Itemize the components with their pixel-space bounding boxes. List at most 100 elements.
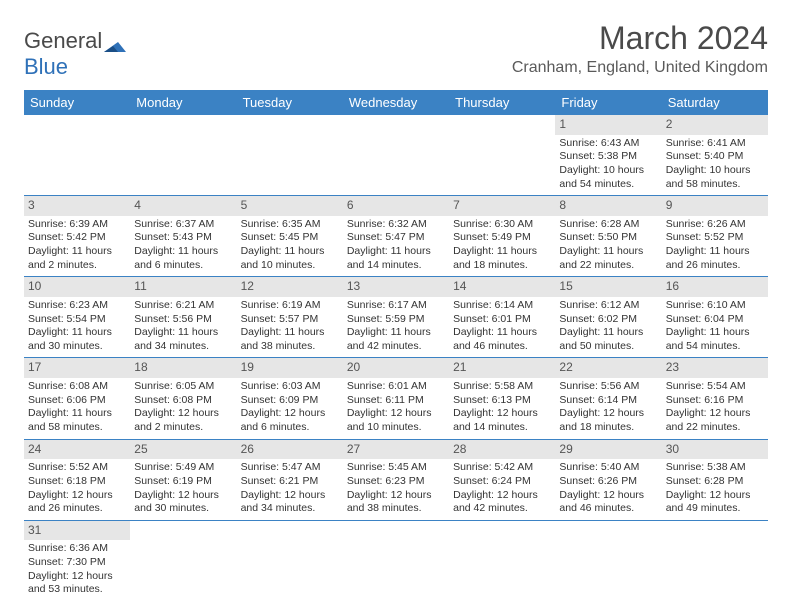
day-info: Sunrise: 5:56 AMSunset: 6:14 PMDaylight:… xyxy=(559,380,657,435)
day-info: Sunrise: 6:35 AMSunset: 5:45 PMDaylight:… xyxy=(241,218,339,273)
day-number: 10 xyxy=(24,277,130,297)
calendar-cell: 8Sunrise: 6:28 AMSunset: 5:50 PMDaylight… xyxy=(555,196,661,276)
day-header-cell: Friday xyxy=(555,90,661,115)
calendar-cell: 18Sunrise: 6:05 AMSunset: 6:08 PMDayligh… xyxy=(130,358,236,438)
logo: General Blue xyxy=(24,28,132,80)
day-info: Sunrise: 6:23 AMSunset: 5:54 PMDaylight:… xyxy=(28,299,126,354)
day-info: Sunrise: 6:10 AMSunset: 6:04 PMDaylight:… xyxy=(666,299,764,354)
day-number: 31 xyxy=(24,521,130,541)
calendar-cell xyxy=(343,115,449,195)
calendar-cell xyxy=(343,521,449,601)
day-info: Sunrise: 5:40 AMSunset: 6:26 PMDaylight:… xyxy=(559,461,657,516)
calendar-cell: 10Sunrise: 6:23 AMSunset: 5:54 PMDayligh… xyxy=(24,277,130,357)
calendar-cell xyxy=(130,521,236,601)
calendar-week: 3Sunrise: 6:39 AMSunset: 5:42 PMDaylight… xyxy=(24,196,768,277)
day-number: 21 xyxy=(449,358,555,378)
calendar-cell: 5Sunrise: 6:35 AMSunset: 5:45 PMDaylight… xyxy=(237,196,343,276)
day-header-cell: Sunday xyxy=(24,90,130,115)
day-number: 24 xyxy=(24,440,130,460)
day-number: 16 xyxy=(662,277,768,297)
day-number: 2 xyxy=(662,115,768,135)
calendar-cell: 21Sunrise: 5:58 AMSunset: 6:13 PMDayligh… xyxy=(449,358,555,438)
calendar-cell xyxy=(24,115,130,195)
calendar-cell: 2Sunrise: 6:41 AMSunset: 5:40 PMDaylight… xyxy=(662,115,768,195)
calendar-cell: 23Sunrise: 5:54 AMSunset: 6:16 PMDayligh… xyxy=(662,358,768,438)
day-number: 18 xyxy=(130,358,236,378)
day-number: 9 xyxy=(662,196,768,216)
calendar-cell: 16Sunrise: 6:10 AMSunset: 6:04 PMDayligh… xyxy=(662,277,768,357)
day-number: 13 xyxy=(343,277,449,297)
calendar-cell xyxy=(662,521,768,601)
day-info: Sunrise: 6:43 AMSunset: 5:38 PMDaylight:… xyxy=(559,137,657,192)
day-number: 1 xyxy=(555,115,661,135)
day-number: 6 xyxy=(343,196,449,216)
day-number: 5 xyxy=(237,196,343,216)
day-info: Sunrise: 6:26 AMSunset: 5:52 PMDaylight:… xyxy=(666,218,764,273)
calendar-cell: 15Sunrise: 6:12 AMSunset: 6:02 PMDayligh… xyxy=(555,277,661,357)
day-info: Sunrise: 6:08 AMSunset: 6:06 PMDaylight:… xyxy=(28,380,126,435)
day-info: Sunrise: 5:47 AMSunset: 6:21 PMDaylight:… xyxy=(241,461,339,516)
calendar-cell: 20Sunrise: 6:01 AMSunset: 6:11 PMDayligh… xyxy=(343,358,449,438)
calendar-week: 1Sunrise: 6:43 AMSunset: 5:38 PMDaylight… xyxy=(24,115,768,196)
calendar-cell: 27Sunrise: 5:45 AMSunset: 6:23 PMDayligh… xyxy=(343,440,449,520)
calendar-cell: 26Sunrise: 5:47 AMSunset: 6:21 PMDayligh… xyxy=(237,440,343,520)
calendar-cell: 12Sunrise: 6:19 AMSunset: 5:57 PMDayligh… xyxy=(237,277,343,357)
header: General Blue March 2024 Cranham, England… xyxy=(24,20,768,80)
calendar-cell: 17Sunrise: 6:08 AMSunset: 6:06 PMDayligh… xyxy=(24,358,130,438)
day-number: 12 xyxy=(237,277,343,297)
calendar-cell xyxy=(130,115,236,195)
calendar-week: 17Sunrise: 6:08 AMSunset: 6:06 PMDayligh… xyxy=(24,358,768,439)
day-header-cell: Wednesday xyxy=(343,90,449,115)
day-info: Sunrise: 6:30 AMSunset: 5:49 PMDaylight:… xyxy=(453,218,551,273)
day-info: Sunrise: 5:52 AMSunset: 6:18 PMDaylight:… xyxy=(28,461,126,516)
calendar-cell: 4Sunrise: 6:37 AMSunset: 5:43 PMDaylight… xyxy=(130,196,236,276)
day-number: 27 xyxy=(343,440,449,460)
calendar: SundayMondayTuesdayWednesdayThursdayFrid… xyxy=(24,90,768,601)
calendar-cell: 31Sunrise: 6:36 AMSunset: 7:30 PMDayligh… xyxy=(24,521,130,601)
day-info: Sunrise: 5:42 AMSunset: 6:24 PMDaylight:… xyxy=(453,461,551,516)
calendar-week: 10Sunrise: 6:23 AMSunset: 5:54 PMDayligh… xyxy=(24,277,768,358)
calendar-cell xyxy=(237,521,343,601)
day-header-cell: Thursday xyxy=(449,90,555,115)
calendar-cell: 13Sunrise: 6:17 AMSunset: 5:59 PMDayligh… xyxy=(343,277,449,357)
calendar-cell: 3Sunrise: 6:39 AMSunset: 5:42 PMDaylight… xyxy=(24,196,130,276)
calendar-cell: 1Sunrise: 6:43 AMSunset: 5:38 PMDaylight… xyxy=(555,115,661,195)
title-block: March 2024 Cranham, England, United King… xyxy=(512,20,768,77)
day-info: Sunrise: 6:28 AMSunset: 5:50 PMDaylight:… xyxy=(559,218,657,273)
calendar-cell xyxy=(237,115,343,195)
day-info: Sunrise: 6:05 AMSunset: 6:08 PMDaylight:… xyxy=(134,380,232,435)
day-info: Sunrise: 6:03 AMSunset: 6:09 PMDaylight:… xyxy=(241,380,339,435)
calendar-cell xyxy=(449,521,555,601)
logo-word-1: General xyxy=(24,28,102,53)
day-info: Sunrise: 5:38 AMSunset: 6:28 PMDaylight:… xyxy=(666,461,764,516)
day-number: 29 xyxy=(555,440,661,460)
day-number: 14 xyxy=(449,277,555,297)
day-info: Sunrise: 6:36 AMSunset: 7:30 PMDaylight:… xyxy=(28,542,126,597)
day-info: Sunrise: 6:41 AMSunset: 5:40 PMDaylight:… xyxy=(666,137,764,192)
calendar-cell: 22Sunrise: 5:56 AMSunset: 6:14 PMDayligh… xyxy=(555,358,661,438)
calendar-cell: 6Sunrise: 6:32 AMSunset: 5:47 PMDaylight… xyxy=(343,196,449,276)
day-number: 25 xyxy=(130,440,236,460)
day-header-cell: Monday xyxy=(130,90,236,115)
calendar-cell: 25Sunrise: 5:49 AMSunset: 6:19 PMDayligh… xyxy=(130,440,236,520)
calendar-cell xyxy=(449,115,555,195)
calendar-cell: 11Sunrise: 6:21 AMSunset: 5:56 PMDayligh… xyxy=(130,277,236,357)
day-number: 30 xyxy=(662,440,768,460)
logo-word-2: Blue xyxy=(24,54,68,79)
logo-text: General Blue xyxy=(24,28,102,80)
day-number: 7 xyxy=(449,196,555,216)
calendar-cell: 14Sunrise: 6:14 AMSunset: 6:01 PMDayligh… xyxy=(449,277,555,357)
calendar-cell: 19Sunrise: 6:03 AMSunset: 6:09 PMDayligh… xyxy=(237,358,343,438)
day-number: 15 xyxy=(555,277,661,297)
day-number: 11 xyxy=(130,277,236,297)
day-number: 20 xyxy=(343,358,449,378)
month-title: March 2024 xyxy=(512,20,768,57)
day-info: Sunrise: 6:12 AMSunset: 6:02 PMDaylight:… xyxy=(559,299,657,354)
day-info: Sunrise: 6:32 AMSunset: 5:47 PMDaylight:… xyxy=(347,218,445,273)
day-number: 8 xyxy=(555,196,661,216)
calendar-cell: 7Sunrise: 6:30 AMSunset: 5:49 PMDaylight… xyxy=(449,196,555,276)
calendar-week: 24Sunrise: 5:52 AMSunset: 6:18 PMDayligh… xyxy=(24,440,768,521)
day-number: 23 xyxy=(662,358,768,378)
day-header-cell: Saturday xyxy=(662,90,768,115)
day-number: 19 xyxy=(237,358,343,378)
